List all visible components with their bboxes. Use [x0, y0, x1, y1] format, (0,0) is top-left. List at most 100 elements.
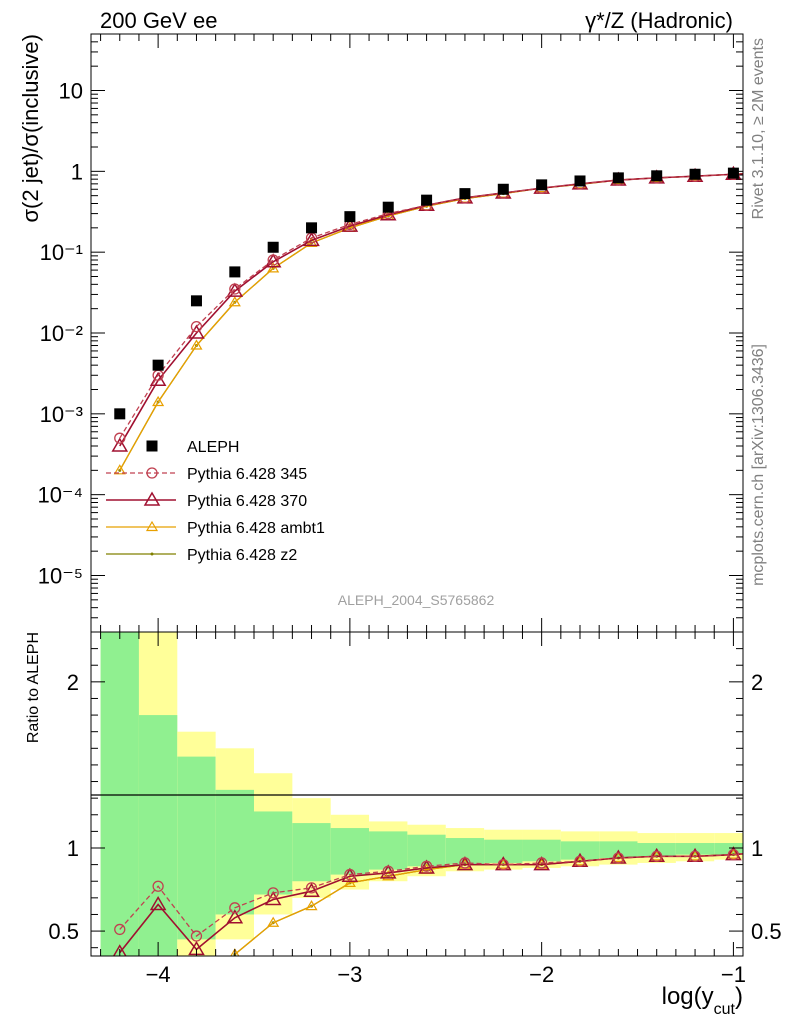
main-series-point-0 — [190, 295, 202, 307]
ratio-bands — [100, 632, 743, 956]
main-series-point-2 — [226, 282, 244, 297]
legend-marker — [146, 467, 158, 479]
ratio-series-point-2 — [303, 882, 320, 897]
ratio-series-point-3 — [305, 899, 318, 911]
ratio-band-stat — [215, 789, 254, 915]
ratio-band-stat — [714, 843, 743, 855]
main-series-point-0 — [382, 201, 394, 213]
main-series-point-0 — [497, 183, 509, 195]
main-series-point-0 — [229, 266, 241, 278]
header-left: 200 GeV ee — [100, 8, 217, 33]
mcplots-side-label: mcplots.cern.ch [arXiv:1306.3436] — [750, 344, 767, 586]
ratio-series-point-1 — [267, 887, 279, 899]
ratio-series-point-1 — [190, 930, 203, 942]
main-series-point-1 — [229, 283, 241, 295]
ratio-y-axis-label: Ratio to ALEPH — [25, 632, 42, 743]
main-series-point-3 — [228, 296, 241, 307]
ratio-band-stat — [369, 831, 408, 870]
ratio-band-stat — [522, 839, 561, 862]
main-series-point-0 — [459, 188, 471, 200]
ratio-series-point-2 — [226, 909, 244, 924]
ratio-band-stat — [177, 756, 216, 940]
main-series-line-3 — [119, 173, 743, 471]
main-series-point-0 — [114, 408, 126, 420]
main-y-axis-label: σ(2 jet)/σ(inclusive) — [18, 34, 43, 223]
ratio-y-tick-label-right: 1 — [751, 836, 763, 861]
main-y-tick-label: 1 — [71, 159, 83, 184]
main-y-tick-label: 10⁻² — [40, 321, 83, 346]
main-series-point-1 — [190, 320, 203, 333]
main-series-point-0 — [651, 170, 663, 182]
main-y-tick-label: 10⁻¹ — [40, 240, 83, 265]
main-series-point-0 — [766, 167, 777, 178]
ratio-series-point-1 — [114, 923, 126, 936]
ratio-series-point-2 — [765, 844, 779, 856]
legend-label: Pythia 6.428 z2 — [187, 547, 297, 564]
ratio-series-line-1 — [119, 853, 743, 937]
main-y-tick-label: 10 — [59, 79, 83, 104]
legend-marker — [143, 491, 161, 506]
ratio-y-tick-label-right: 0.5 — [751, 919, 782, 944]
ratio-band-stat — [560, 841, 600, 860]
ratio-series-point-1 — [574, 855, 586, 867]
main-series-layer — [111, 165, 777, 475]
ratio-series-point-1 — [612, 852, 625, 864]
ratio-y-tick-label-right: 2 — [751, 670, 763, 695]
ratio-series-layer — [112, 844, 779, 956]
ratio-band-stat — [292, 823, 331, 882]
ratio-series-point-1 — [229, 902, 241, 914]
rivet-side-label: Rivet 3.1.10, ≥ 2M events — [750, 38, 767, 219]
ratio-axes: 0.5 0.5 1 1 2 2 −4 −3 −2 −1 — [48, 632, 782, 987]
main-series-point-3 — [767, 168, 777, 177]
x-tick-label: −1 — [721, 962, 746, 987]
ratio-series-point-1 — [651, 850, 663, 862]
ratio-series-point-2 — [112, 944, 127, 956]
ratio-series-point-1 — [305, 882, 318, 894]
ratio-series-point-1 — [344, 868, 356, 881]
x-axis-label: log(ycut) — [662, 983, 743, 1018]
header-right: γ*/Z (Hadronic) — [585, 8, 733, 33]
main-series-point-0 — [612, 172, 624, 184]
legend-marker — [146, 440, 158, 452]
legend-label: Pythia 6.428 ambt1 — [187, 520, 325, 537]
main-series-point-0 — [344, 211, 356, 223]
legend-label: ALEPH — [187, 439, 239, 456]
ratio-series-point-3 — [767, 846, 777, 855]
main-series-line-2 — [119, 173, 743, 447]
main-series-point-4 — [770, 171, 773, 174]
legend-label: Pythia 6.428 370 — [187, 493, 307, 510]
ratio-series-point-1 — [727, 848, 740, 861]
ratio-series-point-1 — [689, 850, 701, 862]
main-series-point-0 — [421, 194, 433, 206]
legend-marker — [145, 520, 159, 532]
ratio-band-stat — [484, 839, 523, 863]
main-series-point-0 — [689, 168, 701, 180]
main-series-point-3 — [152, 395, 165, 407]
main-series-point-3 — [190, 339, 203, 350]
analysis-watermark: ALEPH_2004_S5765862 — [338, 592, 495, 608]
ratio-frame — [90, 631, 744, 957]
legend-marker — [150, 552, 154, 556]
ratio-series-point-1 — [497, 858, 509, 871]
main-series-point-0 — [574, 175, 586, 187]
x-tick-label: −3 — [337, 962, 362, 987]
ratio-band-stat — [330, 828, 370, 875]
ratio-series-point-1 — [767, 846, 777, 856]
ratio-series-point-1 — [420, 860, 433, 872]
main-series-point-2 — [264, 253, 282, 268]
main-series-line-1 — [119, 173, 743, 439]
ratio-series-point-3 — [343, 876, 356, 887]
ratio-series-point-2 — [264, 891, 282, 906]
ratio-series-point-2 — [149, 896, 167, 911]
main-series-point-0 — [536, 179, 548, 191]
main-series-line-4 — [119, 173, 743, 471]
ratio-series-point-3 — [267, 916, 280, 927]
main-frame — [90, 33, 744, 633]
ratio-band-stat — [254, 811, 293, 895]
legend-label: Pythia 6.428 345 — [187, 466, 307, 483]
main-series-point-1 — [114, 432, 126, 444]
ratio-series-point-3 — [230, 948, 240, 956]
main-series-point-2 — [303, 231, 320, 247]
ratio-y-tick-label: 1 — [67, 836, 79, 861]
